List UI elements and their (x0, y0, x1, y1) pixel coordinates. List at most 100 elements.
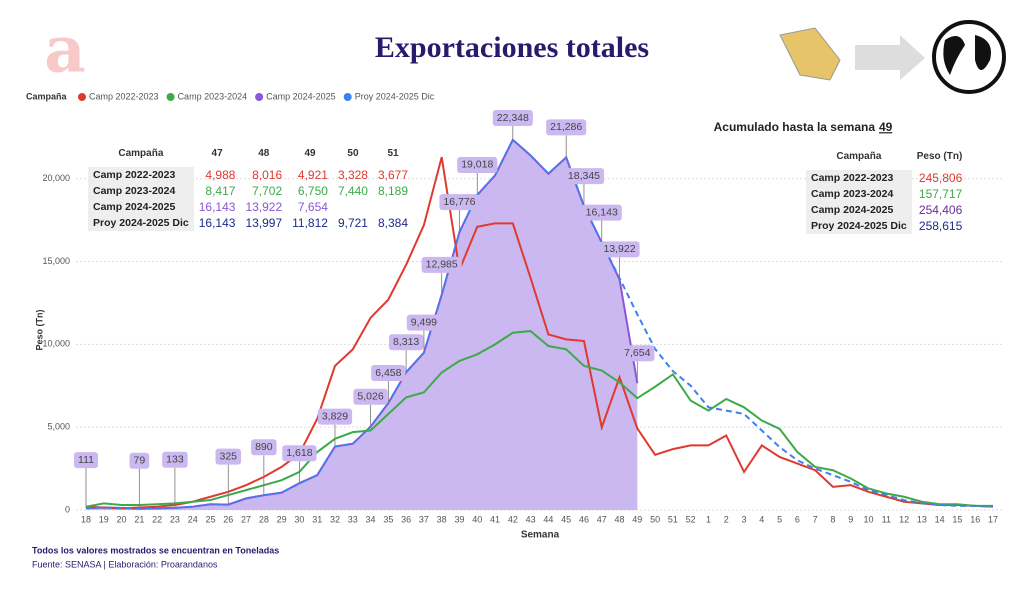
value-cell: 8,417 (205, 184, 236, 198)
y-axis-label: Peso (Tn) (34, 309, 44, 350)
week-table: Campaña 47 48 49 50 51 Camp 2022-2023 4,988 8,01… (88, 147, 413, 231)
x-tick-label: 36 (401, 514, 411, 524)
logo: a (44, 13, 85, 88)
x-tick-label: 24 (188, 514, 198, 524)
x-tick-label: 8 (830, 514, 835, 524)
data-label: 111 (74, 452, 98, 469)
x-tick-label: 4 (759, 514, 764, 524)
x-tick-label: 20 (117, 514, 127, 524)
row: Camp 2024-2025 254,406 (806, 202, 967, 218)
data-label: 133 (162, 451, 188, 468)
footer-source: Fuente: SENASA | Elaboración: Proarandan… (32, 559, 218, 569)
x-tick-label: 45 (561, 514, 571, 524)
value-cell: 8,016 (252, 168, 283, 182)
label-bg (282, 445, 317, 462)
row: Proy 2024-2025 Dic 258,615 (806, 218, 967, 234)
row-header: Camp 2024-2025 (806, 202, 912, 218)
value-cell: 3,328 (337, 168, 368, 182)
data-label: 13,922 (599, 241, 640, 258)
value-cell: 258,615 (918, 219, 963, 233)
data-label-text: 12,985 (426, 259, 458, 271)
data-label: 16,143 (581, 204, 622, 221)
legend-title: Campaña (26, 91, 68, 101)
value-cell: 4,988 (205, 168, 236, 182)
x-tick-label: 33 (348, 514, 358, 524)
x-tick-label: 14 (935, 514, 945, 524)
data-label-text: 8,313 (393, 336, 419, 348)
data-label: 21,286 (546, 119, 587, 136)
legend-label: Camp 2022-2023 (89, 91, 159, 101)
area (86, 139, 638, 510)
y-tick-label: 20,000 (42, 173, 70, 183)
x-tick-label: 22 (152, 514, 162, 524)
x-tick-label: 35 (383, 514, 393, 524)
row-header: Camp 2022-2023 (806, 170, 912, 186)
legend-label: Camp 2024-2025 (266, 91, 336, 101)
x-tick-label: 49 (632, 514, 642, 524)
x-tick-label: 3 (742, 514, 747, 524)
x-tick-label: 2 (724, 514, 729, 524)
total-table: Campaña Peso (Tn) Camp 2022-2023 245,806 Cam… (806, 150, 967, 234)
map-icon (779, 27, 841, 81)
y-tick-label: 0 (65, 504, 70, 514)
x-tick-label: 16 (970, 514, 980, 524)
value-cell: 13,997 (245, 216, 283, 230)
x-tick-label: 5 (777, 514, 782, 524)
row-header: Camp 2022-2023 (88, 167, 194, 183)
label-bg (215, 448, 242, 465)
data-label: 22,348 (492, 110, 533, 126)
value-cell: 9,721 (337, 216, 368, 230)
label-bg (371, 365, 406, 382)
x-tick-label: 10 (864, 514, 874, 524)
y-tick-label: 5,000 (47, 422, 70, 432)
total-week: 49 (879, 120, 893, 134)
data-label: 16,776 (439, 194, 480, 211)
y-tick-label: 10,000 (42, 339, 70, 349)
row: Camp 2022-2023 4,988 8,016 4,921 3,328 3,677 (88, 167, 413, 183)
label-bg (599, 241, 640, 258)
data-label-text: 21,286 (550, 121, 582, 133)
x-tick-label: 9 (848, 514, 853, 524)
data-label: 1,618 (282, 445, 317, 462)
header-cell: 49 (304, 148, 316, 159)
data-label: 3,829 (317, 408, 353, 425)
value-cell: 4,921 (297, 168, 328, 182)
x-axis-label: Semana (521, 530, 560, 541)
legend-marker (166, 93, 175, 101)
x-tick-label: 30 (294, 514, 304, 524)
data-label-text: 1,618 (286, 447, 312, 459)
row: Camp 2023-2024 8,417 7,702 6,750 7,440 8,189 (88, 183, 413, 199)
label-bg (388, 334, 424, 351)
label-bg (563, 168, 605, 185)
data-label: 12,985 (421, 256, 462, 273)
data-label-text: 6,458 (375, 367, 401, 379)
row-header: Proy 2024-2025 Dic (88, 215, 194, 231)
x-tick-label: 42 (508, 514, 518, 524)
legend-marker (255, 93, 264, 101)
x-tick-label: 48 (615, 514, 625, 524)
footer-note: Todos los valores mostrados se encuentra… (32, 545, 279, 555)
globe-land (943, 35, 991, 75)
x-tick-label: 50 (650, 514, 660, 524)
value-cell: 16,143 (198, 216, 236, 230)
x-tick-label: 40 (472, 514, 482, 524)
data-label: 18,345 (563, 168, 605, 185)
y-tick-label: 15,000 (42, 256, 70, 266)
value-cell: 7,654 (297, 200, 328, 214)
data-label: 7,654 (620, 345, 655, 362)
legend-label: Proy 2024-2025 Dic (355, 91, 435, 101)
x-tick-label: 46 (579, 514, 589, 524)
header-cell: 50 (347, 148, 359, 159)
x-tick-label: 15 (952, 514, 962, 524)
x-tick-label: 18 (81, 514, 91, 524)
data-label-text: 18,345 (568, 170, 600, 182)
data-label-text: 3,829 (322, 410, 348, 422)
x-tick-label: 52 (686, 514, 696, 524)
label-bg (74, 452, 98, 469)
label-bg (457, 156, 498, 173)
value-cell: 7,440 (337, 184, 368, 198)
x-tick-label: 31 (312, 514, 322, 524)
x-tick-label: 32 (330, 514, 340, 524)
